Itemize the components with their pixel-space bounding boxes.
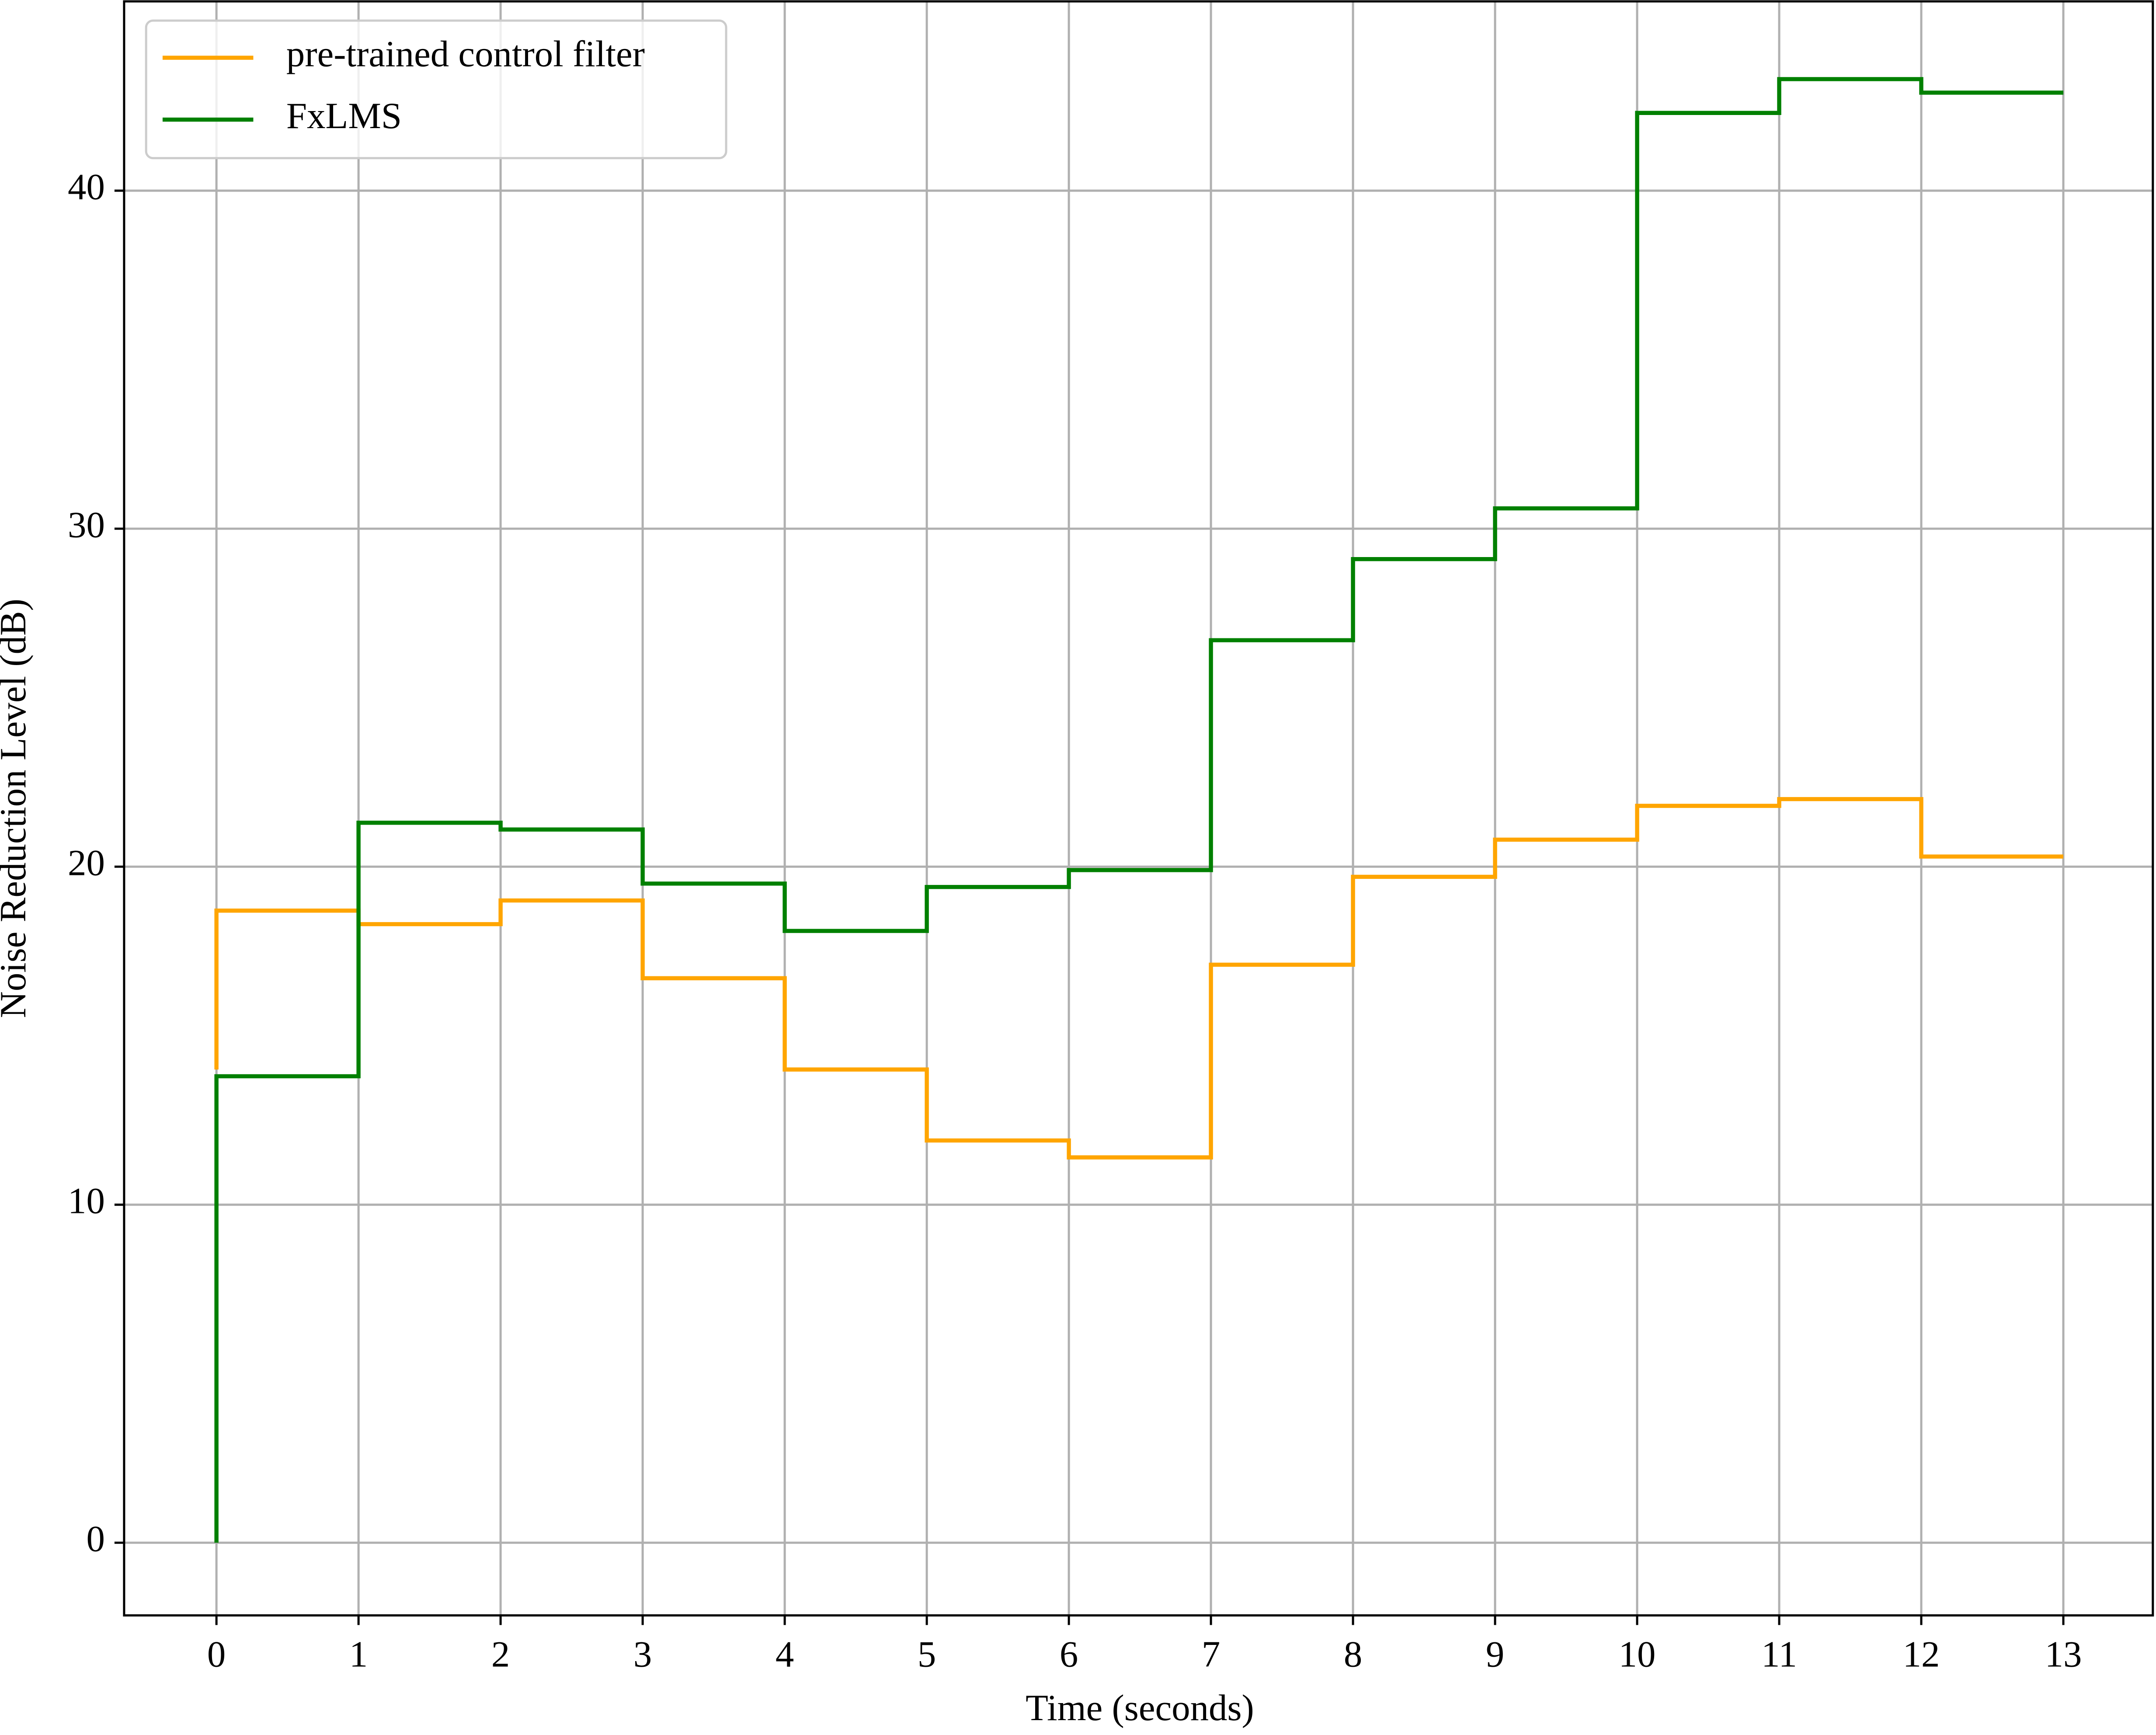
x-tick-label: 0 (207, 1634, 226, 1675)
x-tick-label: 1 (349, 1634, 368, 1675)
x-tick-label: 8 (1344, 1634, 1362, 1675)
plot-frame (123, 0, 2154, 1617)
x-tick-label: 11 (1761, 1634, 1797, 1675)
x-tick-label: 4 (775, 1634, 794, 1675)
legend-label: pre-trained control filter (286, 34, 645, 75)
x-tick-label: 7 (1202, 1634, 1220, 1675)
y-tick-label: 40 (68, 167, 105, 208)
data-line (214, 797, 2064, 1160)
legend-label: FxLMS (286, 95, 402, 136)
x-tick-label: 13 (2045, 1634, 2082, 1675)
x-axis-label: Time (seconds) (1026, 1687, 1254, 1728)
y-tick-label: 20 (68, 843, 105, 884)
y-tick-label: 0 (86, 1519, 104, 1560)
x-tick-label: 6 (1060, 1634, 1078, 1675)
x-tick-label: 12 (1903, 1634, 1940, 1675)
x-tick-label: 3 (633, 1634, 652, 1675)
legend-box (145, 19, 727, 160)
y-tick-label: 10 (68, 1181, 105, 1222)
x-tick-label: 10 (1619, 1634, 1656, 1675)
x-tick-label: 9 (1486, 1634, 1504, 1675)
y-axis-label: Noise Reduction Level (dB) (0, 599, 34, 1018)
x-tick-label: 5 (918, 1634, 936, 1675)
data-line (214, 77, 2064, 1543)
x-tick-label: 2 (491, 1634, 510, 1675)
y-tick-label: 30 (68, 505, 105, 546)
